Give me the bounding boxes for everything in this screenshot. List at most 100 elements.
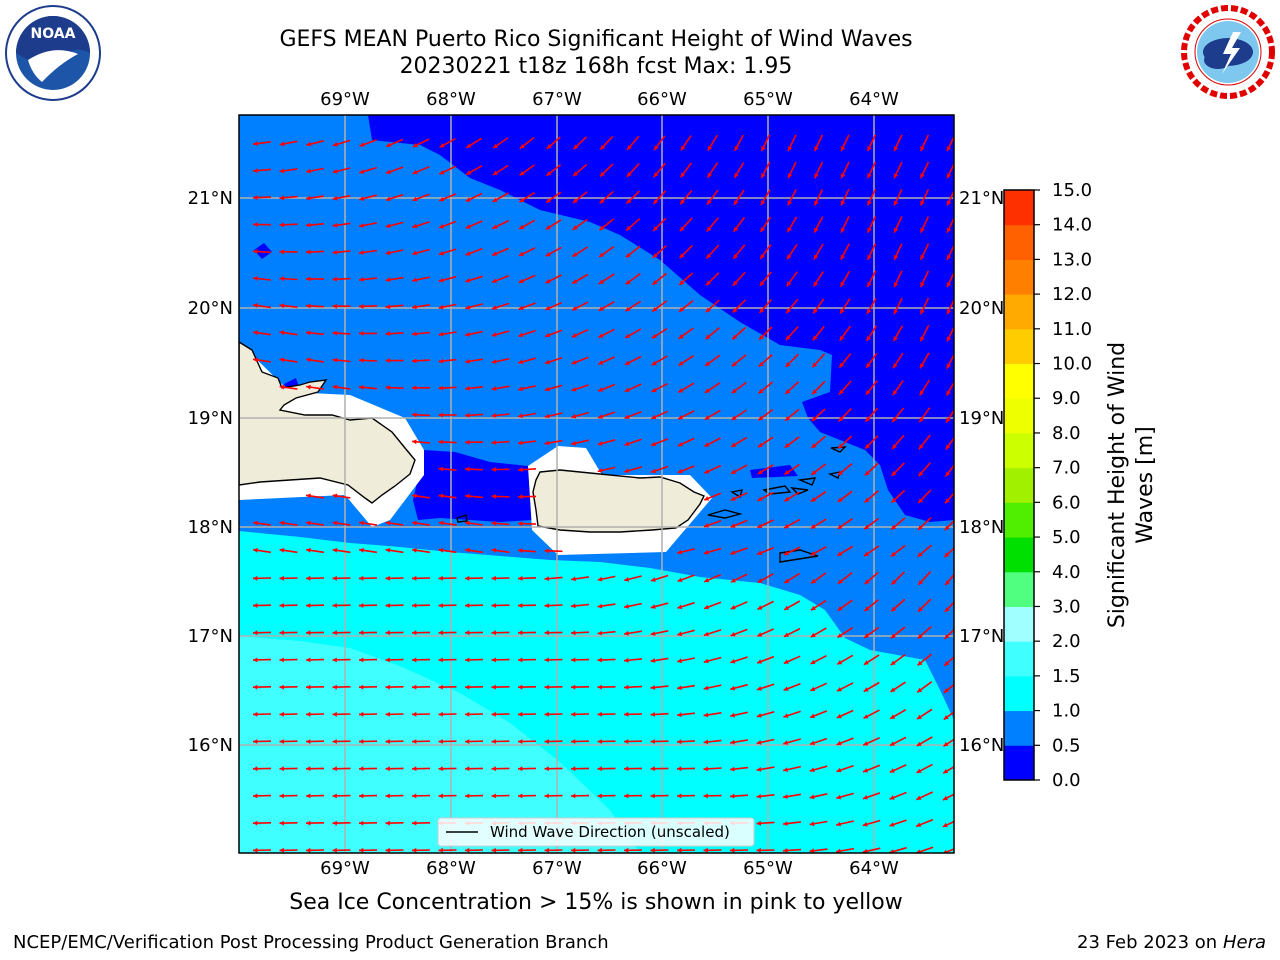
colorbar-tick-label: 5.0 [1052,527,1081,548]
colorbar-segment [1004,190,1034,226]
wave-direction-arrowhead [891,633,896,639]
wave-direction-arrowhead [572,306,577,311]
wave-direction-arrowhead [465,197,471,202]
wave-direction-arrowhead [545,332,551,338]
wave-direction-arrowhead [918,498,923,504]
wave-direction-arrowhead [546,144,552,149]
wave-direction-arrowhead [412,358,417,364]
colorbar-tick-label: 2.0 [1052,631,1081,652]
wave-direction-arrowhead [438,766,443,772]
wave-direction-arrowhead [571,413,577,419]
wave-direction-arrowhead [359,575,364,581]
colorbar-segment [1004,432,1034,469]
wave-direction-arrowhead [944,688,949,693]
wave-direction-arrowhead [784,443,790,448]
wave-direction-arrowhead [306,357,311,363]
colorbar-segment [1004,675,1034,712]
colorbar-segment [1004,294,1034,330]
wave-direction-arrowhead [787,227,792,233]
wave-direction-arrowhead [704,577,710,583]
wave-direction-arrowhead [809,767,815,773]
wave-direction-arrowhead [864,579,870,585]
land-vieques [707,509,743,519]
wave-direction-arrowhead [678,415,683,420]
wave-direction-arrowhead [840,146,846,152]
wave-direction-arrowhead [811,470,817,475]
wave-direction-arrowhead [625,279,631,285]
wave-direction-arrowhead [705,307,711,313]
wave-direction-arrowhead [677,658,682,664]
wave-direction-arrowhead [332,222,338,228]
wave-direction-arrowhead [889,822,895,827]
wave-direction-arrowhead [680,145,686,151]
wave-direction-arrowhead [890,660,896,666]
wave-direction-arrowhead [890,741,895,746]
wave-direction-arrowhead [491,494,496,499]
lon-label-bottom: 64°W [849,858,899,879]
wave-direction-arrowhead [650,793,655,799]
wave-direction-arrowhead [465,466,470,472]
wave-direction-arrowhead [757,659,762,664]
wave-direction-arrowhead [864,524,870,530]
wave-direction-arrowhead [678,388,684,393]
colorbar-tick-label: 7.0 [1052,458,1081,479]
wave-direction-arrowhead [332,630,337,636]
wave-direction-arrowhead [837,660,843,665]
wave-direction-arrowhead [626,252,631,258]
wave-direction-arrowhead [491,684,496,690]
wave-direction-arrowhead [571,766,576,772]
wave-direction-arrowhead [837,606,843,611]
wave-direction-arrowhead [703,793,708,799]
wave-direction-arrowhead [465,793,470,799]
wave-direction-arrowhead [306,303,311,309]
wave-direction-arrowhead [809,821,815,827]
wave-direction-arrowhead [571,440,576,446]
wave-direction-arrowhead [677,631,683,637]
wave-direction-arrowhead [624,630,629,636]
wave-direction-arrowhead [438,277,444,283]
wave-direction-arrowhead [677,577,683,582]
wave-direction-arrowhead [732,280,738,286]
wave-direction-arrowhead [624,657,629,663]
wave-direction-arrowhead [945,498,950,504]
wave-direction-arrowhead [253,357,258,363]
wave-direction-arrowhead [332,766,337,772]
wave-direction-arrowhead [572,279,578,284]
wave-direction-arrowhead [705,388,710,393]
wave-direction-arrowhead [946,390,951,396]
wave-direction-arrowhead [733,253,738,259]
wave-direction-arrowhead [412,847,417,853]
wave-direction-arrowhead [598,306,604,311]
wave-direction-arrowhead [651,468,656,474]
wave-direction-arrowhead [811,578,817,584]
wave-direction-arrowhead [306,520,311,526]
wave-direction-arrowhead [863,768,869,773]
wave-direction-arrowhead [253,141,258,146]
wave-direction-arrowhead [279,330,285,336]
wave-direction-arrowhead [784,470,790,475]
lat-label-right: 17°N [959,626,1004,647]
colorbar-tick-label: 10.0 [1052,354,1092,375]
wave-direction-arrowhead [653,199,659,204]
wave-direction-arrowhead [359,331,364,336]
wave-direction-arrowhead [519,143,525,149]
wave-direction-arrowhead [545,278,551,284]
wave-direction-arrowhead [544,711,549,717]
wave-direction-arrowhead [943,849,948,853]
wave-direction-arrowhead [597,766,602,772]
colorbar-tick-label: 1.5 [1052,666,1081,687]
wave-direction-arrowhead [703,631,709,637]
wave-direction-arrowhead [544,440,550,446]
wave-direction-arrowhead [730,847,735,853]
wave-direction-arrowhead [916,795,922,800]
noaa-logo: NOAA [5,5,101,101]
wave-direction-arrowhead [920,173,925,179]
wave-direction-arrowhead [864,551,870,557]
wave-direction-arrowhead [920,227,925,233]
wave-direction-arrowhead [438,331,444,337]
wave-direction-arrowhead [892,417,897,422]
wave-direction-arrowhead [412,223,418,229]
wave-direction-arrowhead [412,439,417,445]
wave-direction-arrowhead [650,604,656,609]
wave-direction-arrowhead [597,793,602,799]
